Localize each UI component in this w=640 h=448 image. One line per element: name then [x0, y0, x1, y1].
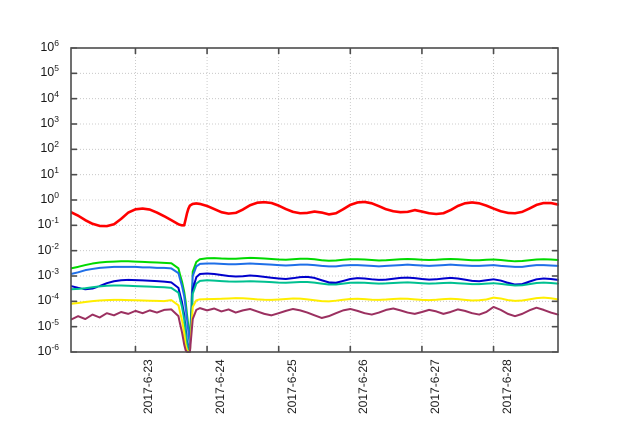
- y-tick-mantissa: 10: [40, 166, 55, 181]
- y-tick-label: 10-2: [0, 240, 59, 257]
- y-tick-mantissa: 10: [40, 65, 55, 80]
- below-axis-mask: [0, 353, 640, 448]
- y-tick-mantissa: 10: [37, 217, 52, 232]
- x-tick-label: 2017-6-27: [427, 359, 442, 414]
- y-tick-label: 104: [0, 88, 59, 105]
- y-tick-mantissa: 10: [40, 40, 55, 54]
- y-tick-mantissa: 10: [40, 116, 55, 130]
- left-axis-mask: [0, 0, 71, 448]
- y-tick-exponent: -5: [51, 316, 59, 327]
- y-tick-label: 10-1: [0, 215, 59, 232]
- y-tick-mantissa: 10: [40, 90, 55, 105]
- y-tick-exponent: 0: [54, 189, 59, 200]
- y-tick-mantissa: 10: [37, 242, 52, 257]
- y-tick-label: 101: [0, 164, 59, 181]
- x-tick-label: 2017-6-26: [356, 359, 371, 414]
- y-tick-label: 10-4: [0, 291, 59, 308]
- y-tick-mantissa: 10: [37, 318, 52, 333]
- y-tick-exponent: 6: [54, 37, 59, 48]
- data-series-channel-3: [70, 262, 559, 349]
- y-tick-exponent: -2: [51, 240, 59, 251]
- y-tick-exponent: 1: [54, 164, 59, 175]
- data-series-channel-1: [69, 200, 560, 228]
- y-tick-mantissa: 10: [37, 344, 52, 358]
- y-tick-exponent: 5: [54, 63, 59, 74]
- y-tick-label: 100: [0, 189, 59, 206]
- y-tick-label: 10-3: [0, 265, 59, 282]
- x-tick-label: 2017-6-24: [213, 359, 228, 414]
- y-tick-exponent: 2: [54, 139, 59, 150]
- y-tick-label: 10-6: [0, 341, 59, 358]
- y-tick-label: 103: [0, 113, 59, 130]
- y-tick-label: 10-5: [0, 316, 59, 333]
- right-axis-mask: [559, 0, 640, 448]
- y-tick-exponent: 4: [54, 88, 59, 99]
- data-series-channel-2: [70, 256, 559, 346]
- y-tick-mantissa: 10: [40, 192, 55, 206]
- y-tick-mantissa: 10: [37, 293, 52, 308]
- y-tick-mantissa: 10: [37, 268, 52, 282]
- x-tick-label: 2017-6-25: [284, 359, 299, 414]
- y-tick-exponent: -6: [51, 341, 59, 352]
- y-tick-label: 106: [0, 37, 59, 54]
- x-tick-label: 2017-6-23: [141, 359, 156, 414]
- y-tick-label: 105: [0, 63, 59, 80]
- x-tick-label: 2017-6-28: [499, 359, 514, 414]
- y-tick-exponent: -3: [51, 265, 59, 276]
- y-tick-exponent: 3: [54, 113, 59, 124]
- y-tick-mantissa: 10: [40, 141, 55, 156]
- above-axis-mask: [0, 0, 640, 48]
- y-tick-label: 102: [0, 139, 59, 156]
- y-tick-exponent: -4: [51, 291, 59, 302]
- data-series-channel-5: [70, 279, 559, 353]
- y-tick-exponent: -1: [51, 215, 59, 226]
- data-series-channel-6: [70, 296, 559, 353]
- data-series-channel-7: [70, 305, 559, 353]
- data-series-channel-4: [70, 272, 559, 353]
